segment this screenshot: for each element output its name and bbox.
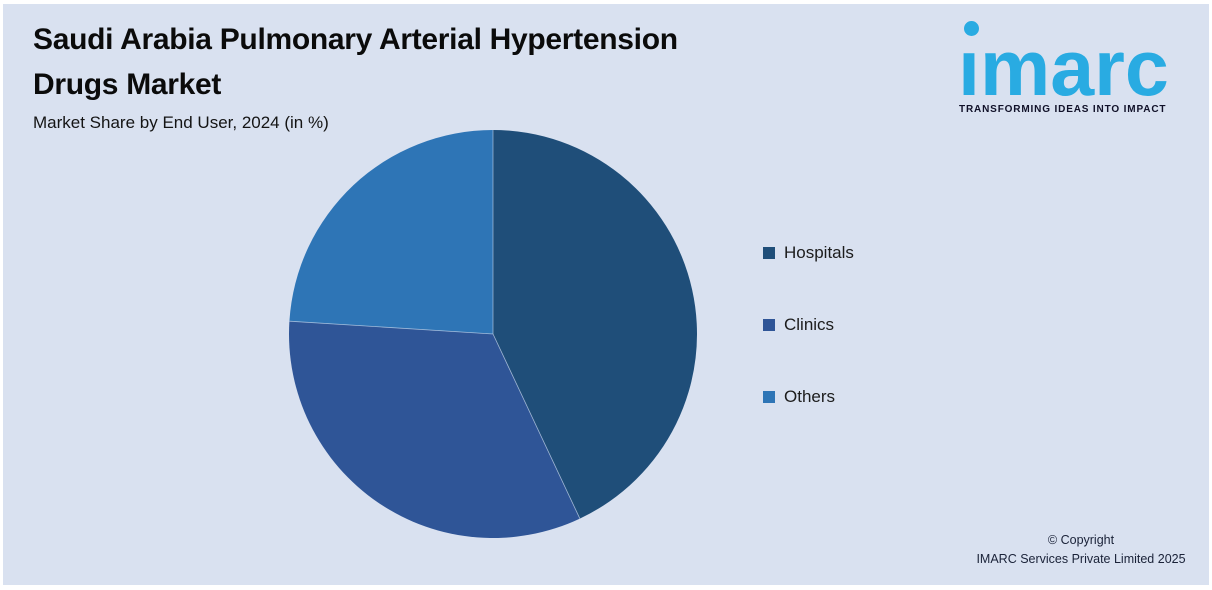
pie-slice-others — [289, 130, 493, 334]
pie-slice-divider — [492, 333, 581, 519]
copyright-notice: © Copyright IMARC Services Private Limit… — [948, 531, 1212, 568]
legend-label-clinics: Clinics — [784, 315, 835, 334]
pie-slice-clinics — [289, 321, 580, 538]
copyright-line: © Copyright — [1047, 533, 1115, 547]
pie-slice-divider — [289, 320, 494, 335]
page-title-line2: Drugs Market — [33, 68, 222, 101]
imarc-logo: ımarc TRANSFORMING IDEAS INTO IMPACT — [958, 14, 1198, 124]
pie-chart — [289, 130, 697, 538]
header: Saudi Arabia Pulmonary Arterial Hyperten… — [33, 17, 863, 133]
legend-swatch-others — [763, 391, 775, 403]
legend-swatch-hospitals — [763, 247, 775, 259]
logo-wordmark: ımarc — [958, 23, 1169, 112]
logo-tagline: TRANSFORMING IDEAS INTO IMPACT — [959, 104, 1167, 115]
legend-label-hospitals: Hospitals — [784, 243, 854, 262]
pie-slice-hospitals — [493, 130, 697, 519]
legend-swatch-clinics — [763, 319, 775, 331]
legend-item-hospitals: Hospitals — [763, 242, 854, 264]
legend-item-others: Others — [763, 386, 854, 408]
chart-subtitle: Market Share by End User, 2024 (in %) — [33, 113, 329, 132]
infographic-canvas: Saudi Arabia Pulmonary Arterial Hyperten… — [3, 4, 1209, 585]
page-title-line1: Saudi Arabia Pulmonary Arterial Hyperten… — [33, 23, 678, 56]
logo-dot-icon — [964, 21, 979, 36]
legend-label-others: Others — [784, 387, 836, 406]
copyright-company: IMARC Services Private Limited 2025 — [976, 551, 1186, 566]
chart-legend: Hospitals Clinics Others — [763, 242, 854, 408]
legend-item-clinics: Clinics — [763, 314, 854, 336]
